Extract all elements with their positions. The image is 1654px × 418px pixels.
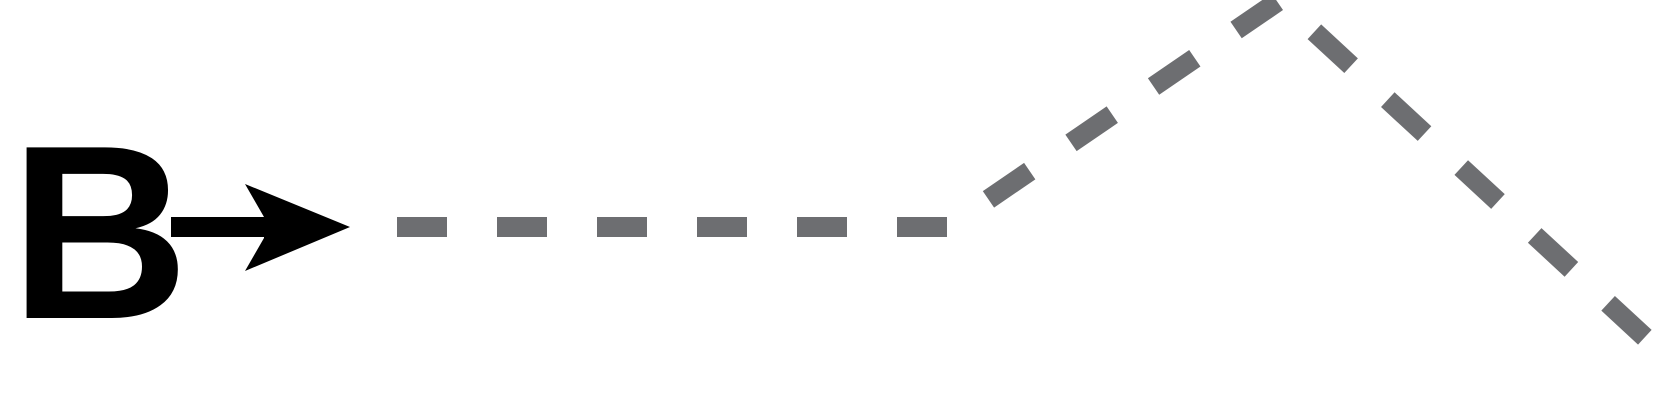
dashed-path [397,0,1654,350]
diagram-label-b: B [10,93,189,371]
arrow-shaft [171,217,266,237]
arrowhead [245,184,350,271]
right-arrow-icon [171,184,350,271]
